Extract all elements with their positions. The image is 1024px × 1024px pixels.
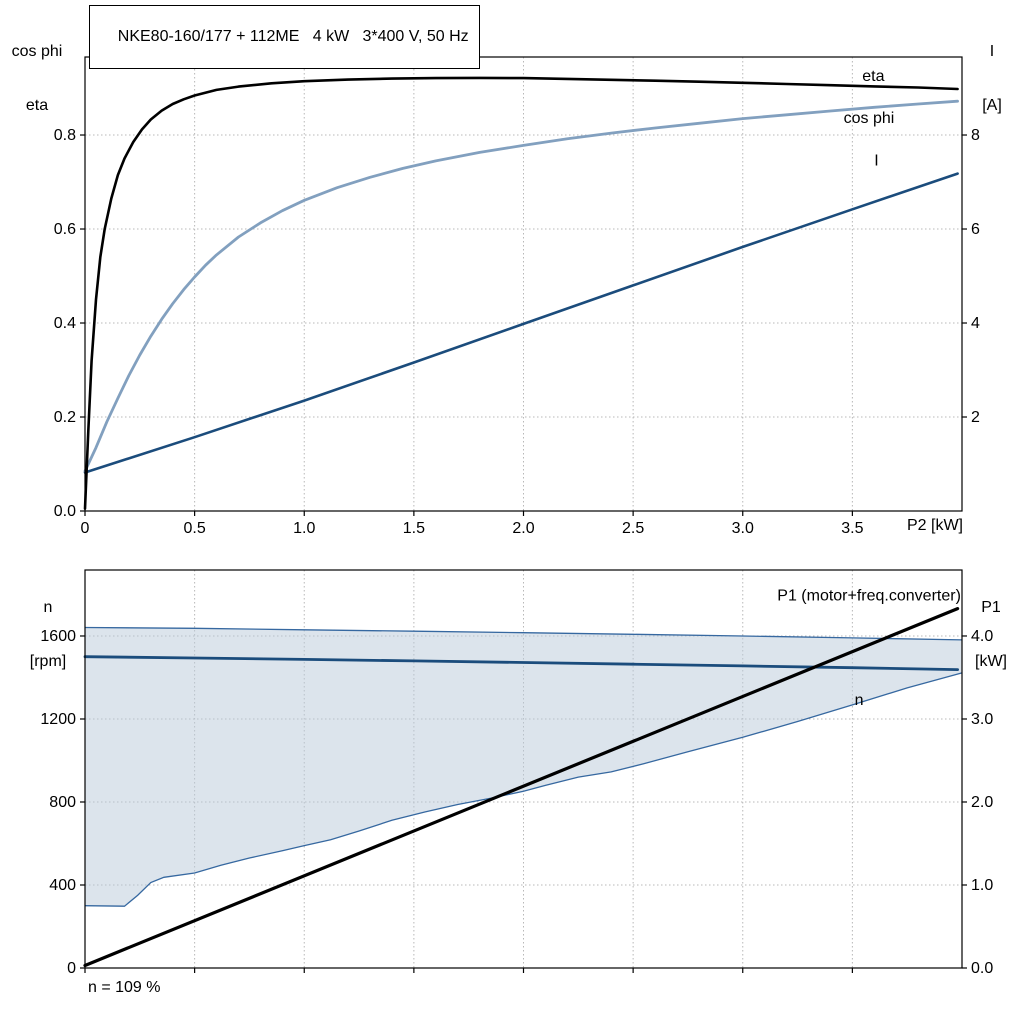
current-axis-label: I [989,43,995,60]
current-curve [83,172,959,474]
current-curve-label: I [874,152,878,169]
speed-range-band [85,627,962,907]
cos-phi-axis-label: cos phi [11,43,63,60]
eta-curve [83,76,959,511]
top-right-axis-label: I [A] [964,7,1020,151]
eta-curve-label: eta [862,68,884,85]
x-tick-label: 2.0 [512,520,534,537]
y-right-tick-label: 2.0 [971,794,993,811]
p1-curve-label: P1 (motor+freq.converter) [777,587,961,604]
bottom-right-axis-label: P1 [kW] [962,563,1020,707]
current-unit-label: [A] [982,97,1002,114]
x-tick-label: 2.5 [622,520,644,537]
y-left-tick-label: 0.6 [54,221,76,238]
y-left-tick-label: 0.0 [54,503,76,520]
p1-unit-label: [kW] [975,653,1007,670]
speed-range-band-upper-edge [84,626,963,641]
speed-curve-label: n [855,692,864,709]
y-right-tick-label: 6 [971,221,980,238]
y-right-tick-label: 0.0 [971,960,993,977]
cos-phi-curve [83,99,959,473]
p1-axis-label: P1 [981,599,1001,616]
top-left-axis-label: cos phi eta [4,7,70,151]
y-right-tick-label: 2 [971,409,980,426]
speed-axis-label: n [43,599,53,616]
y-left-tick-label: 0.4 [54,315,76,332]
y-right-tick-label: 8 [971,127,980,144]
eta-axis-label: eta [25,97,49,114]
x-tick-label: 0.5 [184,520,206,537]
chart-title: NKE80-160/177 + 112ME 4 kW 3*400 V, 50 H… [117,28,469,45]
speed-percentage-annotation: n = 109 % [88,979,161,996]
y-right-tick-label: 4.0 [971,628,993,645]
speed-range-band-lower-edge [84,672,963,907]
y-right-tick-label: 1.0 [971,877,993,894]
speed-unit-label: [rpm] [29,653,67,670]
x-tick-label: 1.5 [403,520,425,537]
x-tick-label: 1.0 [293,520,315,537]
y-right-tick-label: 3.0 [971,711,993,728]
y-left-tick-label: 0.2 [54,409,76,426]
y-left-tick-label: 0 [67,960,76,977]
p1-curve [83,606,960,968]
y-left-tick-label: 0.8 [54,127,76,144]
x-tick-label: 3.5 [841,520,863,537]
x-tick-label: 3.0 [732,520,754,537]
y-left-tick-label: 800 [49,794,76,811]
y-left-tick-label: 1600 [40,628,76,645]
y-left-tick-label: 1200 [40,711,76,728]
x-tick-label: 0 [81,520,90,537]
y-right-tick-label: 4 [971,315,980,332]
y-left-tick-label: 400 [49,877,76,894]
chart-title-box: NKE80-160/177 + 112ME 4 kW 3*400 V, 50 H… [89,5,480,69]
x-axis-label: P2 [kW] [906,517,963,534]
bottom-left-axis-label: n [rpm] [18,563,78,707]
cos-phi-curve-label: cos phi [844,110,895,127]
